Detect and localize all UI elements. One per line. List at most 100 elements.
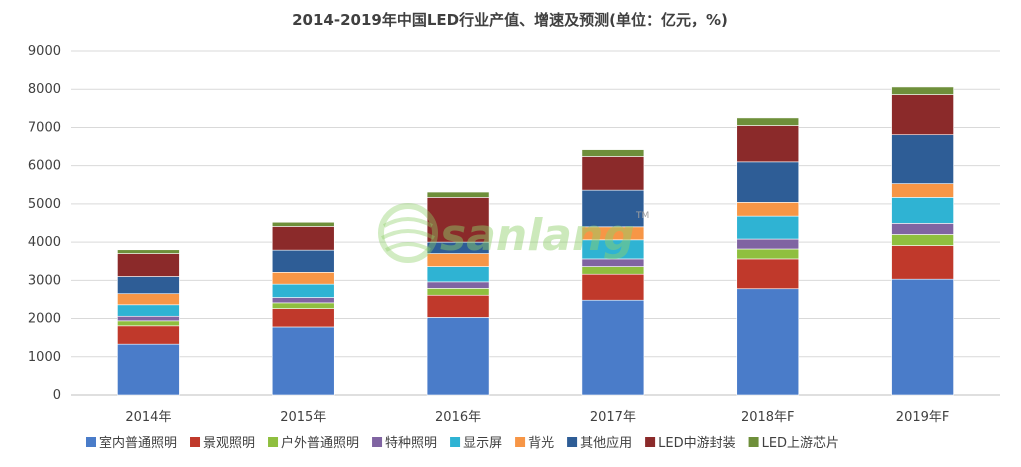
x-tick-label: 2014年 — [125, 410, 171, 425]
y-tick-label: 3000 — [28, 273, 61, 288]
y-tick-label: 2000 — [28, 312, 61, 327]
legend-label: 户外普通照明 — [281, 435, 359, 451]
bar-segment — [117, 320, 180, 327]
legend-label: LED中游封装 — [658, 436, 735, 451]
legend-swatch — [372, 437, 383, 447]
bar-segment — [271, 326, 335, 396]
legend-label: 背光 — [528, 436, 554, 451]
bar-stack — [117, 249, 180, 396]
bar-segment — [891, 223, 954, 235]
x-tick-label: 2017年 — [590, 410, 636, 425]
legend-item: 显示屏 — [450, 436, 502, 451]
legend-swatch — [268, 437, 279, 447]
bar-segment — [891, 278, 954, 396]
bar-segment — [736, 215, 800, 240]
bar-segment — [426, 317, 490, 396]
bar-segment — [426, 288, 490, 296]
bar-segment — [426, 294, 490, 318]
watermark-logo: sanlang TM — [378, 203, 649, 263]
legend-label: 特种照明 — [385, 436, 437, 451]
legend-swatch — [748, 437, 759, 447]
bar-segment — [736, 258, 800, 290]
x-tick-label: 2019年F — [896, 410, 950, 425]
bar-segment — [581, 156, 645, 191]
bar-segment — [426, 191, 490, 198]
bar-stack — [581, 149, 645, 396]
legend-swatch — [515, 437, 526, 447]
legend-item: 背光 — [515, 436, 554, 451]
bar-segment — [426, 266, 490, 283]
y-tick-label: 0 — [53, 388, 61, 403]
legend-label: 显示屏 — [463, 436, 502, 451]
x-axis: 2014年 2015年 2016年 2017年 2018年F 2019年F — [125, 410, 949, 425]
y-axis: 0 1000 2000 3000 4000 5000 6000 7000 8000 9000 — [28, 44, 61, 403]
bar-segment — [426, 281, 490, 289]
bar-segment — [581, 273, 645, 301]
legend-swatch — [645, 437, 656, 447]
watermark-wave-icon — [381, 217, 435, 252]
bar-stack — [426, 191, 490, 396]
chart-title: 2014-2019年中国LED行业产值、增速及预测(单位：亿元，%) — [292, 11, 728, 29]
bar-segment — [117, 276, 180, 295]
legend-label: 景观照明 — [203, 436, 255, 451]
watermark-text: sanlang — [440, 210, 635, 261]
bar-stack — [736, 117, 800, 396]
x-tick-label: 2018年F — [741, 410, 795, 425]
y-tick-label: 5000 — [28, 197, 61, 212]
bar-segment — [271, 283, 335, 298]
bar-segment — [271, 302, 335, 309]
bar-segment — [891, 183, 954, 198]
bar-segment — [891, 234, 954, 246]
bar-segment — [736, 288, 800, 396]
legend-item: LED上游芯片 — [748, 436, 839, 451]
bar-segment — [891, 86, 954, 95]
legend-item: 特种照明 — [372, 436, 437, 451]
y-tick-label: 9000 — [28, 44, 61, 59]
x-tick-label: 2015年 — [280, 410, 326, 425]
bar-segment — [581, 149, 645, 157]
bar-segment — [736, 117, 800, 126]
bar-segment — [117, 253, 180, 277]
y-tick-label: 4000 — [28, 235, 61, 250]
bar-segment — [581, 266, 645, 275]
bar-segment — [117, 315, 180, 322]
legend: 室内普通照明 景观照明 户外普通照明 特种照明 显示屏 背光 其他应用 LED中游封装 LED上… — [86, 435, 839, 451]
legend-item: 其他应用 — [567, 435, 632, 451]
bars — [117, 86, 954, 396]
bar-segment — [891, 134, 954, 184]
bar-segment — [271, 272, 335, 285]
bar-segment — [117, 293, 180, 306]
bar-segment — [117, 325, 180, 345]
legend-item: 室内普通照明 — [86, 435, 177, 451]
bar-segment — [891, 245, 954, 280]
bar-stack — [891, 86, 954, 396]
legend-item: 景观照明 — [190, 436, 255, 451]
bar-segment — [271, 221, 335, 227]
legend-label: 室内普通照明 — [99, 435, 177, 451]
bar-segment — [736, 248, 800, 260]
bar-segment — [891, 197, 954, 224]
y-tick-label: 1000 — [28, 350, 61, 365]
bar-segment — [117, 249, 180, 254]
legend-label: LED上游芯片 — [762, 436, 839, 451]
bar-segment — [736, 238, 800, 250]
bar-segment — [271, 308, 335, 328]
bar-segment — [117, 304, 180, 317]
legend-swatch — [567, 437, 578, 447]
y-tick-label: 8000 — [28, 82, 61, 97]
bar-segment — [581, 299, 645, 396]
watermark-globe-icon — [378, 203, 438, 263]
legend-swatch — [86, 437, 96, 447]
bar-segment — [271, 249, 335, 273]
legend-swatch — [450, 437, 461, 447]
bar-segment — [736, 202, 800, 217]
gridlines — [71, 50, 1000, 396]
legend-item: LED中游封装 — [645, 436, 736, 451]
bar-segment — [271, 297, 335, 304]
y-tick-label: 7000 — [28, 120, 61, 135]
legend-label: 其他应用 — [580, 435, 632, 451]
bar-segment — [581, 189, 645, 228]
bar-stack — [271, 221, 335, 396]
watermark-tm: TM — [635, 211, 649, 221]
